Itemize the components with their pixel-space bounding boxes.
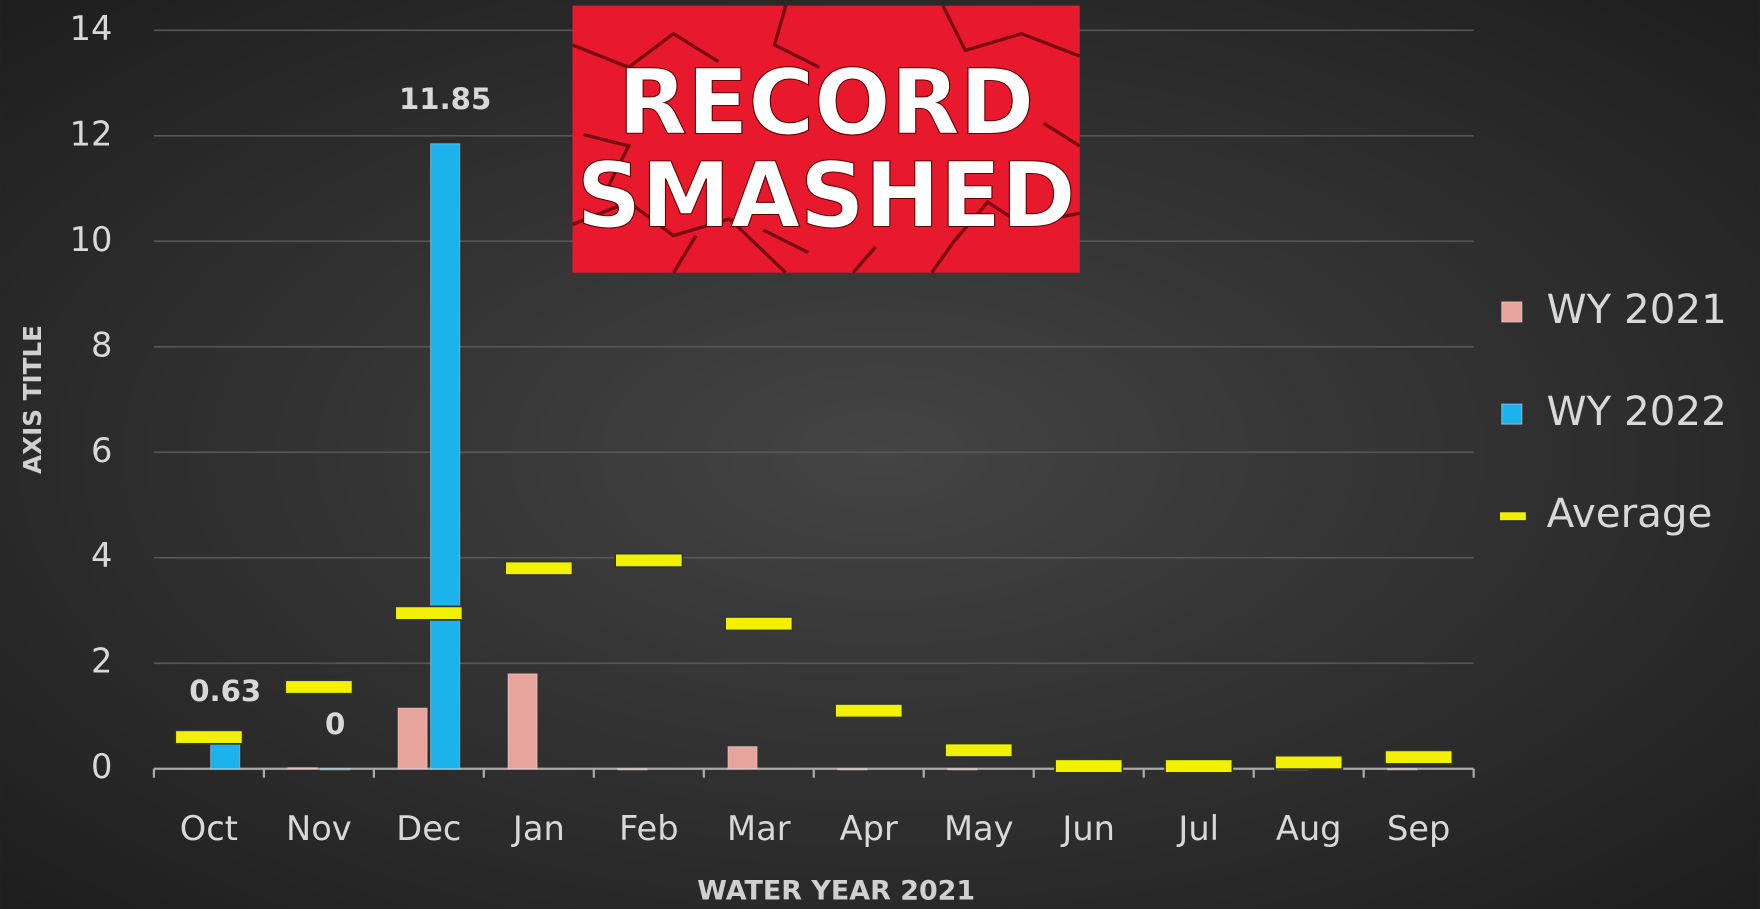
banner-box (572, 5, 1080, 273)
x-tick-label: Feb (619, 809, 679, 848)
x-tick-label: Dec (396, 809, 461, 848)
legend-label: WY 2021 (1547, 286, 1727, 333)
average-marker (1054, 758, 1124, 774)
y-tick-label: 4 (91, 536, 112, 575)
y-tick-label: 8 (91, 325, 112, 364)
bar (947, 768, 978, 771)
average-marker (174, 729, 244, 745)
x-tick-label: Apr (840, 809, 898, 848)
legend-label: WY 2022 (1547, 388, 1727, 435)
bar (320, 768, 351, 771)
x-tick-label: Jul (1176, 809, 1219, 848)
average-marker (614, 552, 684, 568)
banner: RECORD SMASHED (571, 4, 1081, 274)
average-marker (504, 560, 574, 576)
average-marker (834, 703, 904, 719)
x-axis-title: WATER YEAR 2021 (697, 876, 975, 907)
y-tick-label: 14 (70, 9, 113, 48)
y-tick-label: 6 (91, 431, 112, 470)
legend-label: Average (1547, 490, 1713, 537)
cracks (571, 4, 1081, 274)
bar (397, 707, 428, 770)
data-label: 0.63 (189, 674, 261, 708)
average-marker (724, 616, 794, 632)
legend-swatch (1501, 403, 1523, 425)
average-marker (944, 742, 1014, 758)
x-tick-label: Aug (1276, 809, 1342, 848)
y-tick-label: 12 (70, 114, 113, 153)
x-tick-label: Jan (511, 809, 565, 848)
average-marker (1384, 749, 1454, 765)
y-tick-label: 10 (70, 220, 113, 259)
y-axis-title: AXIS TITLE (18, 325, 47, 474)
y-tick-label: 0 (91, 747, 112, 786)
bar (429, 143, 461, 770)
y-tick-label: 2 (91, 642, 112, 681)
bar (287, 767, 318, 770)
bar (617, 768, 648, 771)
average-marker (394, 605, 464, 621)
x-tick-label: Oct (180, 809, 238, 848)
x-tick-label: Mar (727, 809, 791, 848)
x-tick-label: May (944, 809, 1014, 848)
legend-swatch (1498, 511, 1527, 522)
banner-line: SMASHED (577, 144, 1076, 248)
average-marker (1274, 754, 1344, 770)
bar (507, 673, 538, 770)
x-tick-label: Sep (1387, 809, 1450, 848)
bar (727, 746, 758, 770)
x-tick-label: Jun (1060, 809, 1115, 848)
average-marker (1164, 758, 1234, 774)
bar (837, 768, 868, 771)
banner-line: RECORD (618, 51, 1034, 155)
average-marker (284, 679, 354, 695)
x-tick-label: Nov (286, 809, 352, 848)
data-label: 11.85 (399, 82, 491, 116)
data-label: 0 (325, 707, 345, 741)
legend-swatch (1501, 301, 1523, 323)
bar (1387, 768, 1418, 771)
